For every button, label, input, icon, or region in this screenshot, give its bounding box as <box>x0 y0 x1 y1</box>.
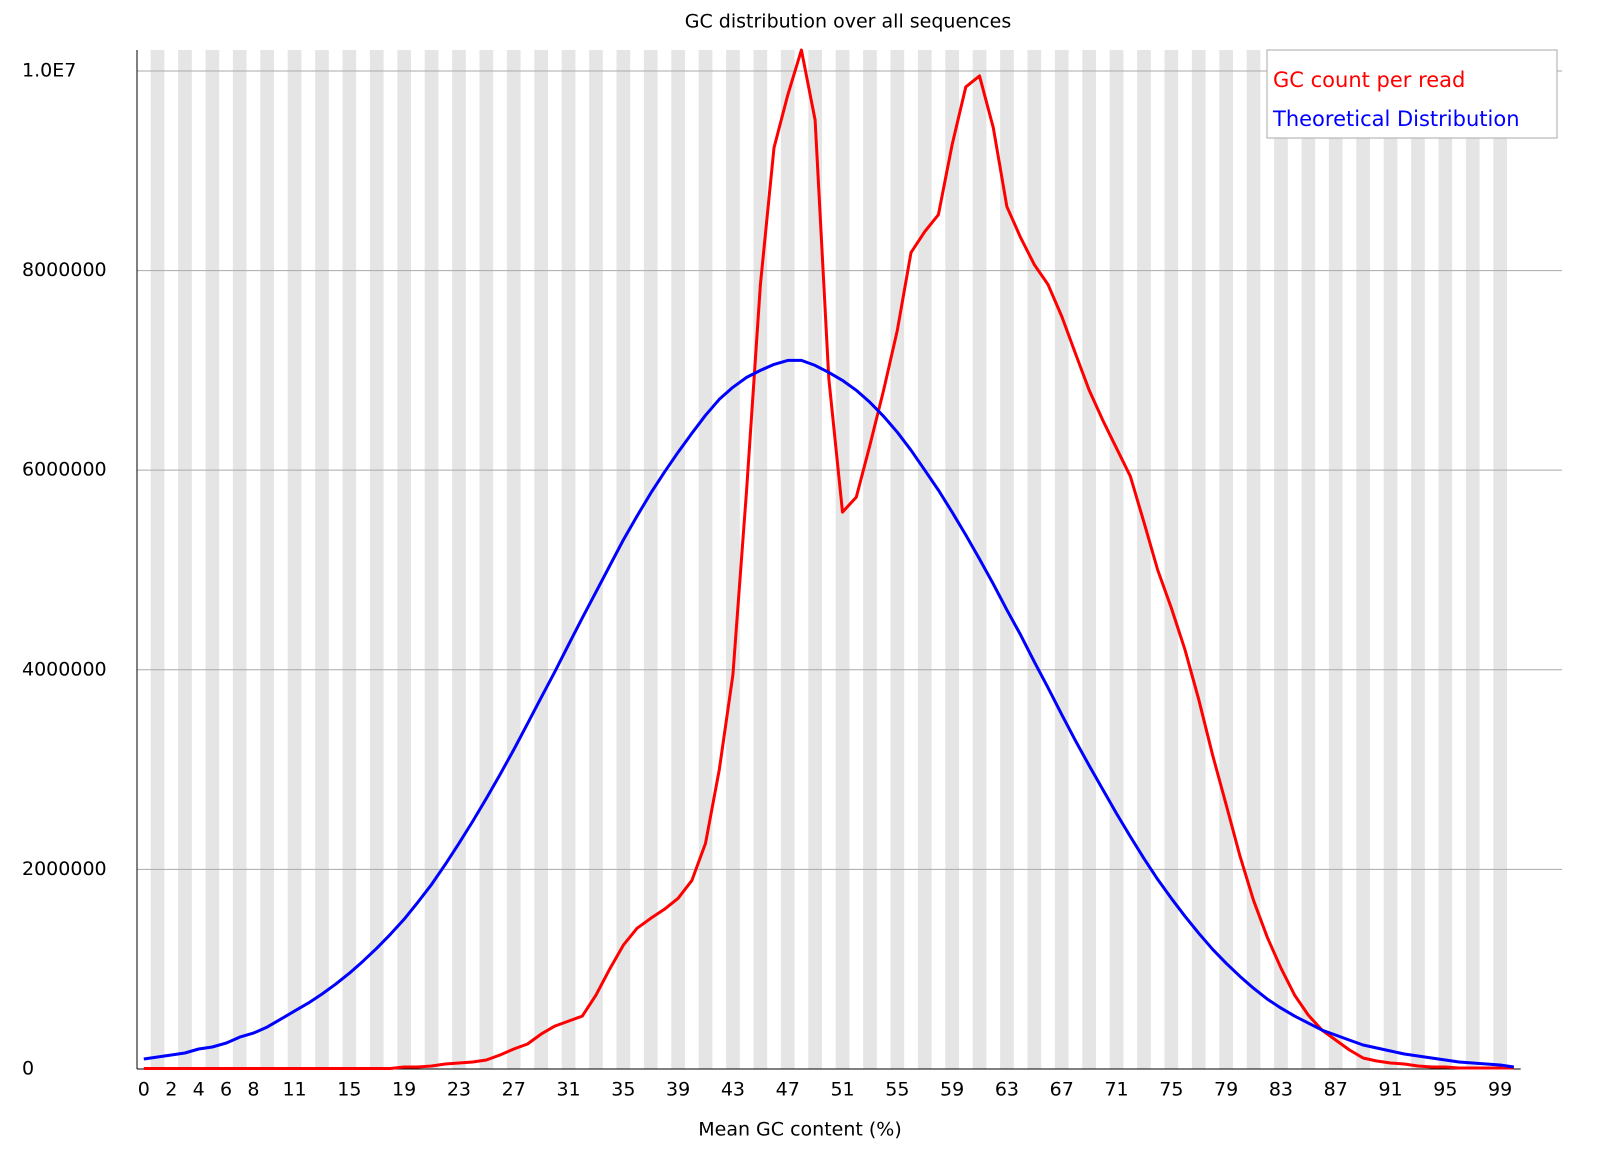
stripe <box>589 50 603 1069</box>
legend-box <box>1266 49 1558 139</box>
x-tick-label: 31 <box>556 1079 580 1101</box>
x-tick-label: 0 <box>138 1079 150 1101</box>
stripe <box>479 50 494 1069</box>
y-tick-label: 1.0E7 <box>22 59 76 81</box>
stripe <box>397 50 411 1069</box>
stripe <box>506 50 521 1069</box>
stripe <box>726 50 740 1069</box>
x-tick-label: 75 <box>1159 1079 1183 1101</box>
stripe <box>1411 50 1425 1069</box>
stripe <box>452 50 466 1069</box>
stripe <box>561 50 576 1069</box>
stripe <box>698 50 713 1069</box>
x-tick-label: 35 <box>611 1079 635 1101</box>
x-tick-label: 55 <box>885 1079 909 1101</box>
stripe <box>753 50 768 1069</box>
x-tick-label: 47 <box>776 1079 800 1101</box>
stripe <box>1246 50 1261 1069</box>
stripe <box>863 50 877 1069</box>
stripe <box>369 50 384 1069</box>
stripe <box>315 50 329 1069</box>
x-tick-label: 2 <box>165 1079 177 1101</box>
stripe <box>1328 50 1343 1069</box>
stripe <box>671 50 685 1069</box>
x-tick-label: 83 <box>1269 1079 1293 1101</box>
y-tick-label: 6000000 <box>22 459 107 481</box>
stripe <box>1356 50 1370 1069</box>
stripe <box>424 50 439 1069</box>
x-tick-label: 63 <box>995 1079 1019 1101</box>
series-line <box>143 358 1515 1069</box>
stripe <box>1109 50 1124 1069</box>
stripe <box>890 50 905 1069</box>
stripe <box>342 50 357 1069</box>
stripe <box>534 50 548 1069</box>
x-tick-label: 59 <box>940 1079 964 1101</box>
x-tick-label: 95 <box>1433 1079 1457 1101</box>
stripe <box>835 50 850 1069</box>
chart-title: GC distribution over all sequences <box>685 11 1011 33</box>
stripe <box>178 50 192 1069</box>
stripe <box>287 50 302 1069</box>
stripe <box>150 50 165 1069</box>
x-tick-label: 6 <box>220 1079 232 1101</box>
stripe <box>205 50 220 1069</box>
stripe <box>917 50 932 1069</box>
stripe <box>260 50 274 1069</box>
x-tick-label: 67 <box>1050 1079 1074 1101</box>
x-tick-label: 11 <box>282 1079 306 1101</box>
x-tick-label: 23 <box>447 1079 471 1101</box>
y-tick-label: 4000000 <box>22 658 107 680</box>
stripe <box>1465 50 1480 1069</box>
stripe <box>1027 50 1042 1069</box>
x-tick-label: 91 <box>1378 1079 1402 1101</box>
stripe <box>1082 50 1096 1069</box>
stripe <box>232 50 247 1069</box>
x-tick-label: 8 <box>247 1079 259 1101</box>
x-tick-label: 4 <box>193 1079 205 1101</box>
y-tick-label: 0 <box>22 1058 34 1080</box>
y-tick-label: 8000000 <box>22 259 107 281</box>
stripe <box>780 50 795 1069</box>
lines <box>143 48 1515 1070</box>
stripe <box>643 50 658 1069</box>
x-tick-label: 27 <box>502 1079 526 1101</box>
x-tick-label: 99 <box>1488 1079 1512 1101</box>
stripe <box>1137 50 1151 1069</box>
stripe <box>945 50 959 1069</box>
x-tick-label: 19 <box>392 1079 416 1101</box>
stripe <box>1301 50 1316 1069</box>
stripe <box>1383 50 1398 1069</box>
stripe <box>1054 50 1069 1069</box>
legend-entry: GC count per read <box>1273 68 1465 92</box>
x-tick-label: 43 <box>721 1079 745 1101</box>
y-tick-label: 2000000 <box>22 858 107 880</box>
stripe <box>1191 50 1206 1069</box>
stripes <box>150 50 1507 1069</box>
stripe <box>808 50 822 1069</box>
stripe <box>1219 50 1233 1069</box>
series-line <box>143 48 1514 1070</box>
stripe <box>1000 50 1014 1069</box>
x-tick-label: 51 <box>830 1079 854 1101</box>
stripe <box>1274 50 1288 1069</box>
x-tick-label: 71 <box>1104 1079 1128 1101</box>
x-tick-label: 87 <box>1324 1079 1348 1101</box>
x-axis-label: Mean GC content (%) <box>698 1119 902 1141</box>
stripe <box>1164 50 1179 1069</box>
x-tick-label: 39 <box>666 1079 690 1101</box>
legend-entry: Theoretical Distribution <box>1272 107 1520 131</box>
stripe <box>1493 50 1507 1069</box>
stripe <box>616 50 631 1069</box>
stripe <box>1438 50 1453 1069</box>
x-tick-label: 79 <box>1214 1079 1238 1101</box>
x-tick-label: 15 <box>337 1079 361 1101</box>
